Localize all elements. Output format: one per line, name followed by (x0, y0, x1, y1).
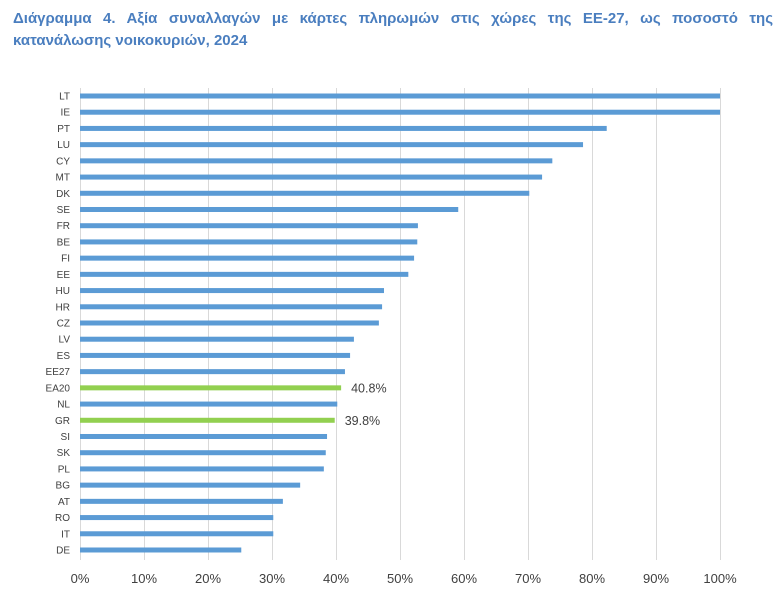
bar-AT (80, 498, 283, 504)
data-label-GR: 39.8% (345, 414, 380, 428)
category-label-SI: SI (61, 432, 70, 443)
category-label-HR: HR (56, 302, 70, 313)
x-tick-label-90: 90% (643, 571, 669, 586)
category-label-CZ: CZ (57, 318, 70, 329)
bar-EE (80, 271, 409, 277)
bar-GR (80, 417, 335, 423)
x-tick-label-80: 80% (579, 571, 605, 586)
category-label-CY: CY (56, 156, 70, 167)
category-label-IE: IE (61, 108, 71, 119)
data-label-EA20: 40.8% (351, 381, 386, 395)
bar-LU (80, 142, 584, 148)
x-tick-label-50: 50% (387, 571, 413, 586)
category-label-EA20: EA20 (46, 383, 71, 394)
category-label-BG: BG (56, 481, 71, 492)
category-label-EE27: EE27 (46, 367, 71, 378)
category-label-AT: AT (58, 497, 70, 508)
bar-FR (80, 223, 418, 229)
category-label-EE: EE (57, 270, 71, 281)
bar-CY (80, 158, 553, 164)
bar-LT (80, 93, 720, 99)
category-label-IT: IT (61, 529, 70, 540)
bar-NL (80, 401, 338, 407)
bar-ES (80, 352, 351, 358)
x-tick-label-30: 30% (259, 571, 285, 586)
x-tick-label-20: 20% (195, 571, 221, 586)
category-label-FR: FR (57, 221, 70, 232)
bar-CZ (80, 320, 379, 326)
x-tick-label-70: 70% (515, 571, 541, 586)
bar-BE (80, 239, 418, 245)
bar-PT (80, 125, 607, 131)
bar-IE (80, 109, 720, 115)
category-label-PT: PT (57, 124, 70, 135)
bar-IT (80, 531, 274, 537)
x-tick-label-40: 40% (323, 571, 349, 586)
bar-SE (80, 206, 459, 212)
category-label-ES: ES (57, 351, 71, 362)
x-tick-label-10: 10% (131, 571, 157, 586)
bar-SI (80, 433, 328, 439)
category-label-BE: BE (57, 237, 71, 248)
bar-DE (80, 547, 242, 553)
bar-BG (80, 482, 301, 488)
x-tick-label-60: 60% (451, 571, 477, 586)
category-label-FI: FI (61, 254, 70, 265)
x-axis-tick-labels: 0% 10% 20% 30% 40% 50% 60% 70% 80% 90% 100% (71, 571, 737, 586)
bar-EA20 (80, 385, 342, 391)
category-label-DE: DE (56, 545, 70, 556)
category-labels: LT IE PT LU CY MT DK SE FR BE FI EE HU HR CZ LV ES EE27 EA… (46, 92, 71, 557)
x-tick-label-0: 0% (71, 571, 90, 586)
category-label-PL: PL (58, 464, 71, 475)
bars (80, 93, 720, 553)
chart-title-line-2: κατανάλωσης νοικοκυριών, 2024 (13, 32, 248, 49)
category-label-NL: NL (57, 400, 70, 411)
category-label-SE: SE (57, 205, 71, 216)
x-tick-label-100: 100% (703, 571, 737, 586)
bar-HU (80, 288, 384, 294)
category-label-RO: RO (55, 513, 70, 524)
category-label-SK: SK (57, 448, 71, 459)
bar-EE27 (80, 369, 345, 375)
category-label-HU: HU (56, 286, 70, 297)
category-label-LV: LV (59, 335, 71, 346)
bar-LV (80, 336, 354, 342)
bar-DK (80, 190, 530, 196)
bar-HR (80, 304, 383, 310)
bar-PL (80, 466, 324, 472)
category-label-LU: LU (57, 140, 70, 151)
category-label-LT: LT (59, 92, 70, 103)
bar-SK (80, 450, 326, 456)
chart-title: Διάγραμμα 4. Αξία συναλλαγών με κάρτες π… (13, 8, 773, 52)
bar-FI (80, 255, 415, 261)
category-label-GR: GR (55, 416, 70, 427)
category-label-MT: MT (56, 173, 70, 184)
chart-title-line-1: Διάγραμμα 4. Αξία συναλλαγών με κάρτες π… (13, 10, 773, 27)
gridlines (80, 88, 721, 560)
bar-RO (80, 515, 274, 521)
category-label-DK: DK (56, 189, 70, 200)
bar-MT (80, 174, 543, 180)
data-labels: 40.8% 39.8% (345, 381, 387, 427)
